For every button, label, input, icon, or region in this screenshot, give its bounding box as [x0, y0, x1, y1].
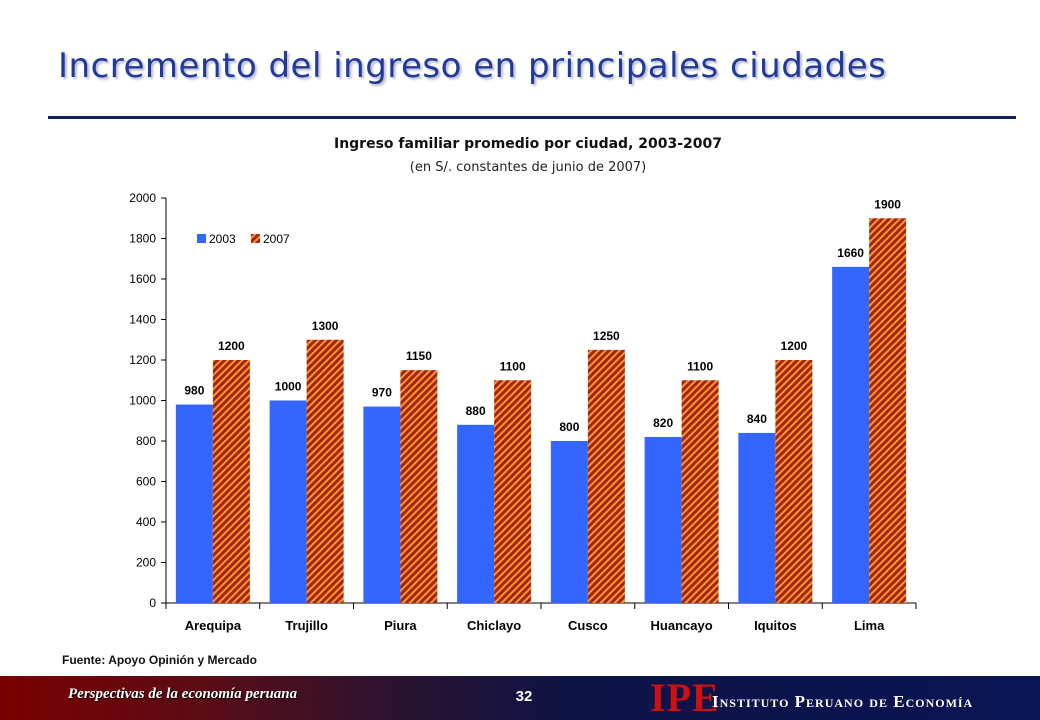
bar-2007 — [869, 218, 907, 603]
bar-2003 — [363, 406, 401, 603]
footer-title: Perspectivas de la economía peruana — [68, 686, 298, 702]
legend-label-2007: 2007 — [263, 232, 290, 246]
chart-legend: 2003 2007 — [197, 232, 290, 246]
title-divider — [48, 116, 1016, 119]
y-tick-label: 200 — [136, 556, 156, 570]
y-tick-label: 2000 — [129, 191, 156, 205]
ipe-logo-mark: IPE — [650, 675, 720, 720]
data-label-2007: 1200 — [781, 339, 808, 353]
y-tick-label: 0 — [149, 596, 156, 610]
source-note: Fuente: Apoyo Opinión y Mercado — [62, 653, 257, 667]
data-label-2003: 880 — [466, 404, 486, 418]
bar-2003 — [832, 266, 870, 603]
y-tick-label: 1200 — [129, 353, 156, 367]
bar-2007 — [212, 360, 250, 603]
footer-bar — [0, 676, 1040, 720]
x-tick-label: Cusco — [568, 618, 608, 633]
bar-2003 — [175, 404, 213, 603]
data-label-2003: 1000 — [275, 380, 302, 394]
x-tick-label: Chiclayo — [467, 618, 521, 633]
chart-subtitle: (en S/. constantes de junio de 2007) — [409, 160, 647, 175]
data-label-2007: 1900 — [874, 197, 901, 211]
slide-title: Incremento del ingreso en principales ci… — [58, 46, 887, 86]
y-tick-label: 600 — [136, 475, 156, 489]
x-tick-label: Huancayo — [651, 618, 713, 633]
data-label-2007: 1300 — [312, 319, 339, 333]
y-tick-label: 400 — [136, 515, 156, 529]
data-label-2007: 1250 — [593, 329, 620, 343]
data-label-2003: 970 — [372, 386, 392, 400]
bar-2003 — [644, 436, 682, 603]
bar-2003 — [457, 424, 495, 603]
page-number: 32 — [515, 688, 533, 705]
x-tick-label: Iquitos — [754, 618, 797, 633]
bar-2007 — [306, 339, 344, 603]
chart-labels: 980 1200 1000 1300 970 1150 880 1100 800 1250 820 1… — [184, 197, 901, 434]
x-tick-label: Lima — [854, 618, 885, 633]
chart-axes: 0 200 400 600 800 1000 1200 1400 1600 1800 2000 Are… — [129, 191, 917, 633]
bar-2003 — [269, 400, 307, 603]
y-tick-label: 1600 — [129, 272, 156, 286]
x-tick-label: Arequipa — [185, 618, 242, 633]
bar-2007 — [494, 380, 532, 603]
y-tick-label: 1800 — [129, 232, 156, 246]
legend-swatch-2003 — [197, 234, 206, 243]
data-label-2003: 1660 — [837, 246, 864, 260]
x-tick-label: Trujillo — [285, 618, 328, 633]
data-label-2007: 1200 — [218, 339, 245, 353]
data-label-2003: 980 — [184, 384, 204, 398]
y-tick-label: 1000 — [129, 394, 156, 408]
bar-2007 — [400, 370, 438, 603]
legend-label-2003: 2003 — [209, 232, 236, 246]
data-label-2007: 1100 — [500, 359, 526, 373]
x-tick-label: Piura — [384, 618, 417, 633]
bar-2003 — [550, 441, 588, 603]
data-label-2003: 820 — [653, 416, 673, 430]
bar-2007 — [587, 349, 625, 603]
chart-bars — [175, 218, 907, 603]
data-label-2007: 1150 — [406, 349, 432, 363]
data-label-2007: 1100 — [687, 359, 713, 373]
y-tick-label: 1400 — [129, 313, 156, 327]
ipe-logo-name: Instituto Peruano de Economía — [712, 692, 974, 711]
bar-2007 — [681, 380, 719, 603]
data-label-2003: 800 — [559, 420, 579, 434]
y-tick-label: 800 — [136, 434, 156, 448]
data-label-2003: 840 — [747, 412, 767, 426]
bar-2003 — [738, 432, 776, 603]
legend-swatch-2007 — [251, 234, 260, 243]
chart-title: Ingreso familiar promedio por ciudad, 20… — [333, 136, 722, 152]
bar-2007 — [775, 360, 813, 603]
